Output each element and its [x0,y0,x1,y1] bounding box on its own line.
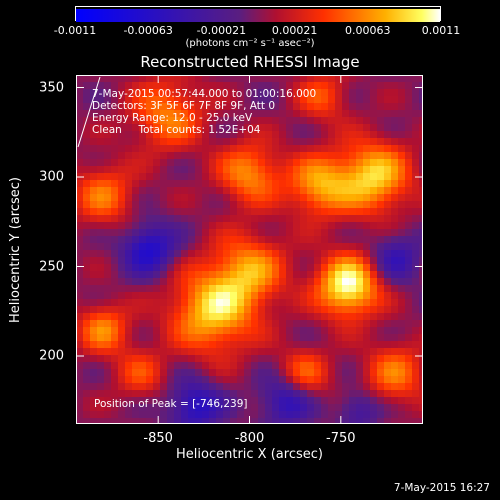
colorbar-tick-label: 0.00021 [271,24,318,37]
annotation-energy-range: Energy Range: 12.0 - 25.0 keV [92,112,253,124]
colorbar-tick-label: 0.0011 [421,24,461,37]
colorbar [75,6,441,22]
rhessi-image-plot [76,75,423,424]
annotation-peak-position: Position of Peak = [-746,239] [94,398,248,410]
y-tick-label: 300 [39,169,64,185]
colorbar-tick-label: -0.00063 [123,24,173,37]
annotation-time-range: 7-May-2015 00:57:44.000 to 01:00:16.000 [92,88,317,100]
annotation-counts: Clean Total counts: 1.52E+04 [92,124,261,136]
colorbar-tick-label: 0.00063 [345,24,391,37]
y-tick-label: 250 [39,259,64,274]
colorbar-units: (photons cm⁻² s⁻¹ asec⁻²) [185,38,315,49]
x-tick-label: -800 [234,431,265,446]
y-axis-label: Heliocentric Y (arcsec) [8,177,23,323]
x-tick-label: -750 [326,431,356,446]
colorbar-tick-label: -0.00021 [196,24,247,37]
image-pixels [76,75,423,424]
annotation-marker-line [77,76,101,148]
rhessi-image [76,75,423,424]
footer-date: 7-May-2015 16:27 [393,482,490,494]
colorbar-gradient [76,9,440,22]
colorbar-tick-label: -0.0011 [53,24,97,37]
x-tick-label: -850 [143,431,173,446]
x-axis-label: Heliocentric X (arcsec) [176,447,323,462]
y-tick-label: 200 [39,348,64,364]
y-tick-label: 350 [39,80,64,96]
annotation-detectors: Detectors: 3F 5F 6F 7F 8F 9F, Att 0 [92,100,276,112]
plot-title: Reconstructed RHESSI Image [140,53,360,71]
